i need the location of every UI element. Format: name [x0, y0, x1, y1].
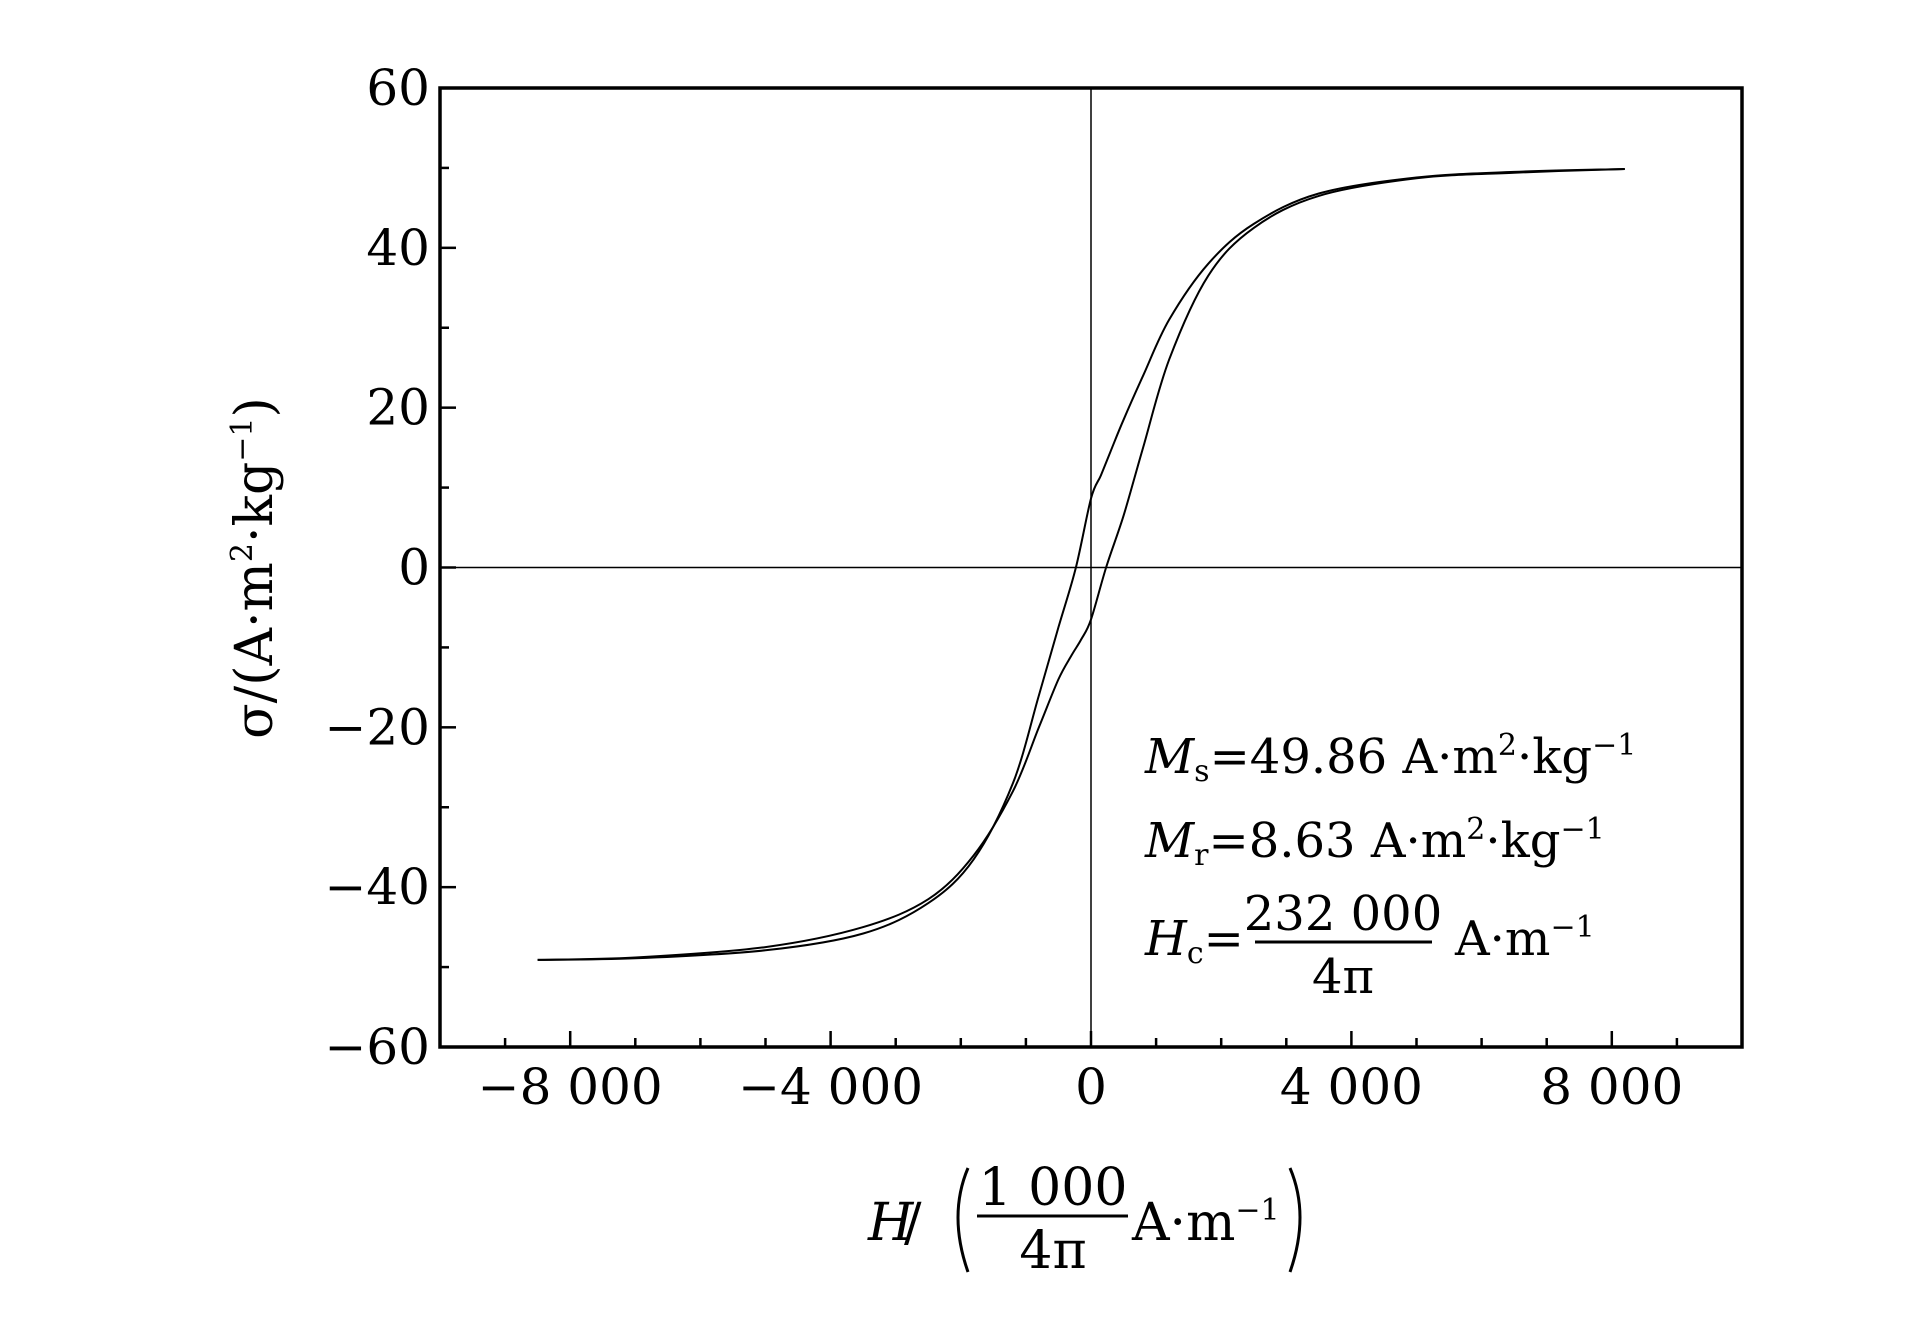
x-axis-symbol: H [867, 1193, 915, 1253]
series-line-descending [537, 168, 1625, 961]
series-layer [537, 168, 1625, 961]
x-tick-label: −4 000 [738, 1058, 923, 1116]
annotation-hc-unit: A·m−1 [1454, 910, 1595, 967]
x-axis-slash: / [904, 1193, 922, 1253]
x-tick-label: 0 [1075, 1058, 1107, 1116]
series-line-ascending [537, 168, 1625, 961]
tick-marks [438, 86, 1744, 1049]
y-tick-label: −20 [324, 698, 430, 756]
tick-labels: −8 000 −4 000 0 4 000 8 000 60 40 20 0 −20 −40 −60 [324, 59, 1683, 1116]
y-axis-symbol: σ [225, 703, 285, 739]
annotation-hc-denominator: 4π [1312, 949, 1374, 1005]
x-axis-label: H / 1 000 4π A·m−1 [867, 1158, 1302, 1281]
x-axis-open-paren [956, 1167, 970, 1273]
y-tick-label: 60 [366, 59, 430, 117]
annotation-ms: Ms=49.86 A·m2·kg−1 [1144, 728, 1636, 789]
annotations: Ms=49.86 A·m2·kg−1 Mr=8.63 A·m2·kg−1 Hc=… [1144, 728, 1636, 1005]
annotation-mr: Mr=8.63 A·m2·kg−1 [1144, 812, 1605, 873]
x-axis-numerator: 1 000 [979, 1158, 1128, 1218]
y-tick-label: −60 [324, 1018, 430, 1076]
x-tick-label: −8 000 [478, 1058, 663, 1116]
y-tick-label: 20 [366, 379, 430, 437]
zero-lines [440, 88, 1742, 1047]
x-axis-denominator: 4π [1019, 1221, 1086, 1281]
x-axis-close-paren [1288, 1167, 1302, 1273]
x-tick-label: 4 000 [1280, 1058, 1423, 1116]
y-axis-unit-exp1: 2 [225, 543, 260, 562]
x-tick-label: 8 000 [1540, 1058, 1683, 1116]
annotation-hc: Hc= 232 000 4π A·m−1 [1144, 886, 1595, 1005]
x-axis-unit: A·m−1 [1131, 1193, 1280, 1253]
y-axis-unit-exp2: −1 [225, 417, 260, 461]
y-axis-label: σ/(A·m2·kg−1) [225, 397, 285, 739]
annotation-hc-numerator: 232 000 [1244, 886, 1443, 942]
y-axis-unit-mid: ·kg [225, 462, 285, 543]
y-tick-label: 40 [366, 219, 430, 277]
y-axis-unit-prefix: /(A·m [225, 562, 285, 703]
y-tick-label: 0 [398, 539, 430, 597]
svg-text:Hc=: Hc= [1144, 911, 1244, 971]
y-axis-unit-suffix: ) [225, 397, 285, 417]
y-tick-label: −40 [324, 858, 430, 916]
